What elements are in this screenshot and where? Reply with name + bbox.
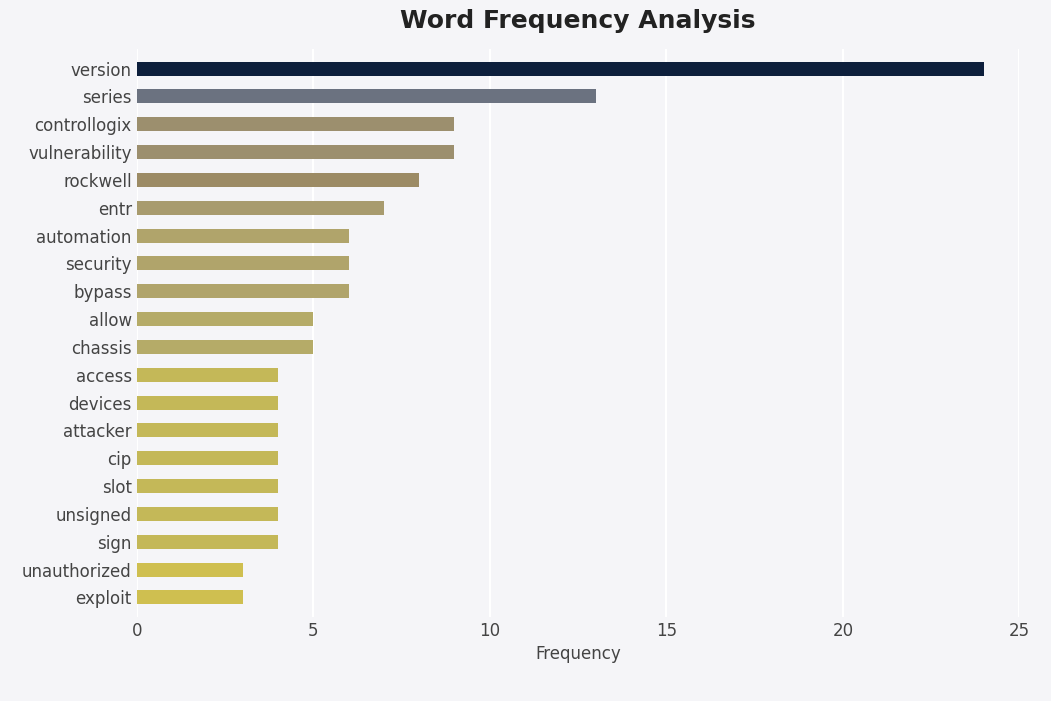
Title: Word Frequency Analysis: Word Frequency Analysis [400,9,756,33]
Bar [137,340,313,354]
Bar [137,200,384,215]
Bar [137,90,596,103]
Bar [137,173,419,187]
Bar [137,368,277,381]
Bar [137,563,243,576]
Bar [137,229,349,243]
Bar [137,590,243,604]
Bar [137,145,454,159]
Bar [137,285,349,298]
Bar [137,117,454,131]
Bar [137,479,277,493]
Bar [137,312,313,326]
Bar [137,62,984,76]
Bar [137,257,349,271]
X-axis label: Frequency: Frequency [535,646,621,663]
Bar [137,395,277,409]
Bar [137,423,277,437]
Bar [137,535,277,549]
Bar [137,507,277,521]
Bar [137,451,277,465]
